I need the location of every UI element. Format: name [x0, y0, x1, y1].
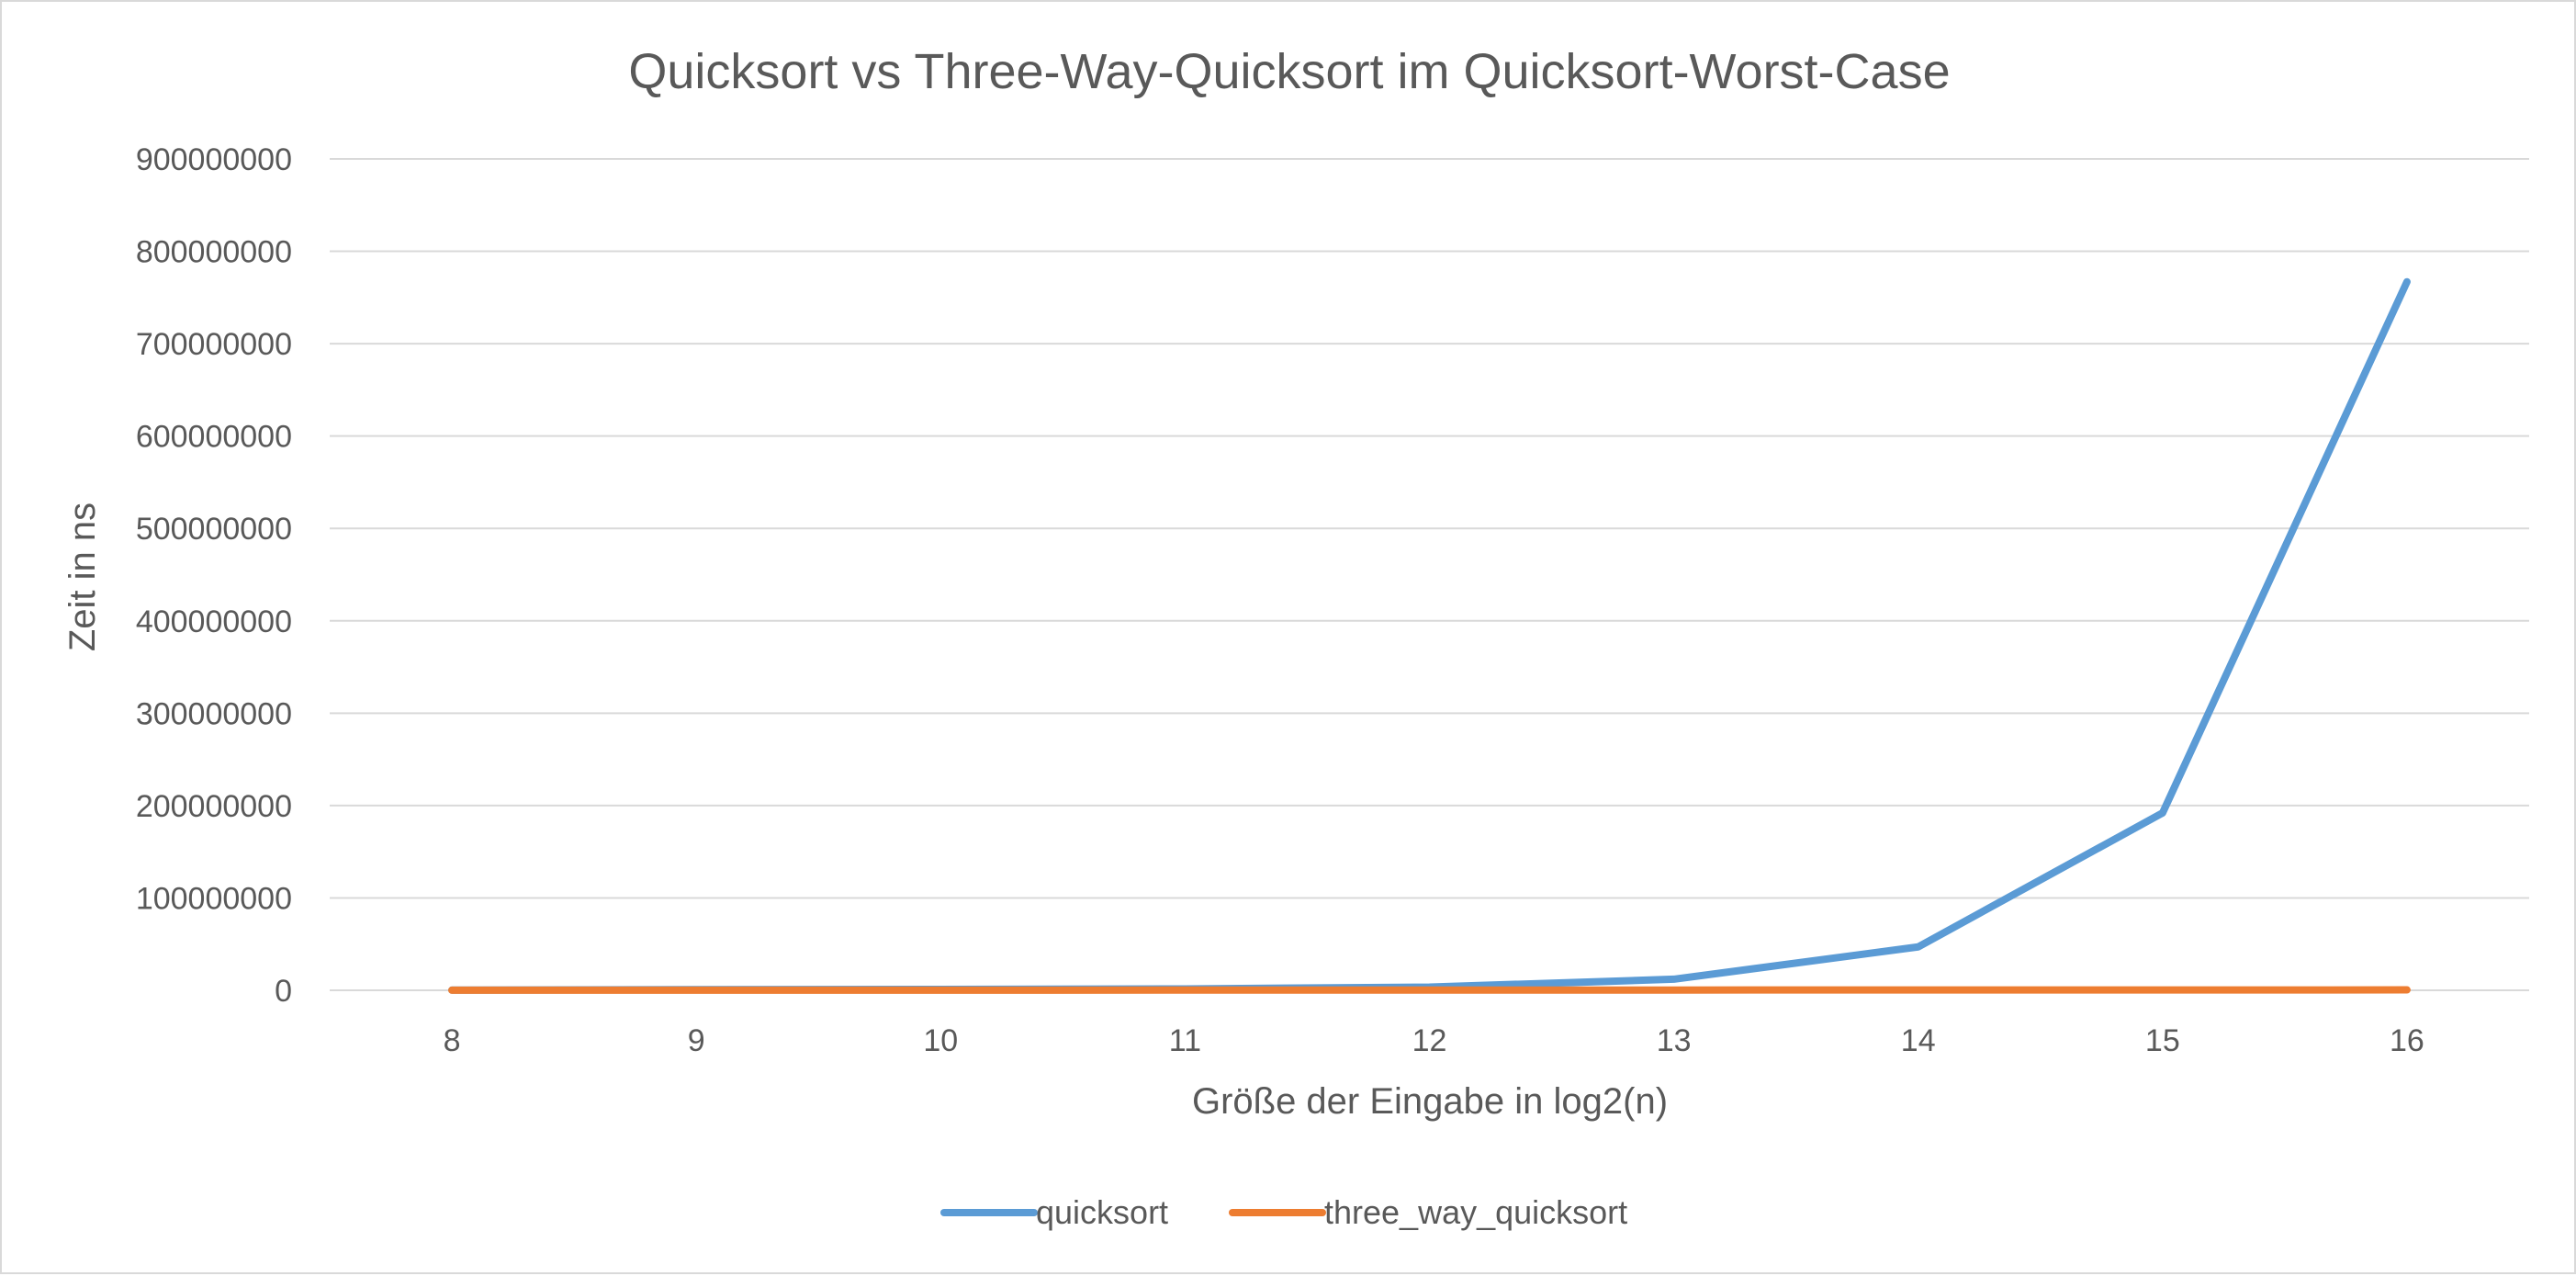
y-axis-label: Zeit in ns: [62, 502, 103, 651]
series-lines: [452, 282, 2407, 990]
legend-label-quicksort: quicksort: [1036, 1193, 1168, 1231]
x-tick-label: 8: [444, 1023, 461, 1058]
gridlines: [330, 159, 2529, 990]
y-tick-label: 300000000: [136, 696, 292, 731]
y-tick-label: 600000000: [136, 420, 292, 455]
x-tick-label: 13: [1657, 1023, 1692, 1058]
y-tick-label: 400000000: [136, 604, 292, 639]
x-tick-label: 12: [1412, 1023, 1447, 1058]
series-line-quicksort: [452, 282, 2407, 990]
y-tick-label: 100000000: [136, 881, 292, 916]
y-tick-label: 700000000: [136, 327, 292, 362]
x-axis-ticks: 8 9 10 11 12 13 14 15 16: [444, 1023, 2424, 1058]
y-tick-label: 900000000: [136, 142, 292, 177]
legend-label-three_way_quicksort: three_way_quicksort: [1324, 1193, 1627, 1231]
x-tick-label: 10: [923, 1023, 958, 1058]
legend: quicksort three_way_quicksort: [944, 1193, 1627, 1231]
x-tick-label: 9: [688, 1023, 705, 1058]
y-tick-label: 500000000: [136, 512, 292, 547]
y-tick-label: 800000000: [136, 235, 292, 270]
x-tick-label: 14: [1901, 1023, 1936, 1058]
y-tick-label: 200000000: [136, 789, 292, 824]
chart-title: Quicksort vs Three-Way-Quicksort im Quic…: [628, 44, 1950, 99]
x-tick-label: 11: [1169, 1023, 1201, 1058]
x-tick-label: 16: [2390, 1023, 2424, 1058]
y-tick-label: 0: [275, 974, 292, 1009]
x-tick-label: 15: [2145, 1023, 2180, 1058]
x-axis-label: Größe der Eingabe in log2(n): [1192, 1081, 1668, 1122]
y-axis-ticks: 0 100000000 200000000 300000000 400000000 500…: [136, 142, 292, 1009]
